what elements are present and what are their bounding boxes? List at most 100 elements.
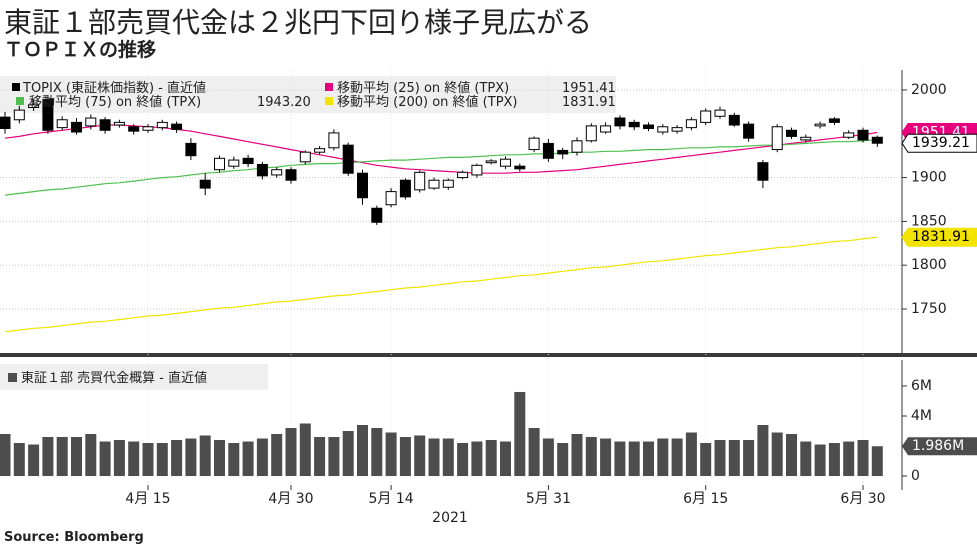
y-tick-label: 2000 bbox=[911, 82, 947, 98]
volume-bar bbox=[28, 444, 40, 477]
candle-body bbox=[457, 171, 469, 179]
candle-body bbox=[342, 144, 354, 174]
x-tick-label: 4月 15 bbox=[125, 491, 170, 507]
candle-body bbox=[471, 164, 483, 176]
volume-bar bbox=[199, 435, 211, 477]
volume-bar bbox=[399, 437, 411, 477]
candle-body bbox=[328, 132, 340, 149]
volume-bar bbox=[800, 441, 812, 477]
candle-body bbox=[828, 118, 840, 123]
candle-body bbox=[99, 119, 111, 131]
volume-bar bbox=[457, 443, 469, 477]
legend-label: 東証１部 売買代金概算 - 直近値 bbox=[21, 370, 207, 386]
candle-body bbox=[256, 163, 268, 177]
volume-bar bbox=[214, 440, 225, 477]
volume-bar bbox=[13, 443, 25, 477]
last-value-box bbox=[902, 437, 977, 456]
candle-body bbox=[156, 121, 168, 129]
y-tick-label: 1850 bbox=[911, 213, 947, 229]
y-tick-label: 1750 bbox=[911, 301, 947, 317]
candle-body bbox=[757, 162, 769, 181]
volume-bar bbox=[299, 423, 311, 477]
candle-body bbox=[285, 169, 297, 181]
candle-body bbox=[185, 142, 197, 157]
candle-body bbox=[557, 149, 569, 155]
candle-body bbox=[85, 117, 97, 127]
candle-body bbox=[600, 125, 612, 133]
volume-bar bbox=[71, 437, 82, 477]
volume-bar bbox=[542, 438, 554, 477]
volume-bar bbox=[485, 440, 497, 477]
legend-value: 1943.20 bbox=[257, 95, 311, 110]
legend-label: TOPIX (東証株価指数) - 直近値 bbox=[22, 80, 206, 96]
candle-body bbox=[685, 119, 697, 129]
last-value-label: 1.986M bbox=[912, 438, 964, 454]
volume-bar bbox=[42, 437, 54, 477]
volume-bar bbox=[328, 437, 340, 477]
candle-body bbox=[357, 172, 368, 199]
candle-body bbox=[614, 117, 626, 127]
candle-body bbox=[399, 179, 411, 198]
candle-body bbox=[800, 136, 812, 141]
candle-body bbox=[228, 159, 240, 167]
legend-value: 1831.91 bbox=[562, 95, 616, 110]
candle-body bbox=[171, 123, 183, 130]
candle-body bbox=[214, 157, 225, 171]
legend-label: 移動平均 (200) on 終値 (TPX) bbox=[337, 94, 518, 110]
volume-bar bbox=[843, 441, 855, 477]
candle-body bbox=[528, 137, 540, 151]
volume-bar bbox=[571, 434, 583, 477]
volume-bar bbox=[671, 438, 683, 477]
y-tick-label: 0 bbox=[911, 468, 920, 484]
volume-bar bbox=[0, 434, 11, 477]
volume-bar bbox=[442, 438, 454, 477]
moving-average-line bbox=[4, 139, 878, 196]
volume-bar bbox=[113, 440, 125, 477]
candle-body bbox=[571, 140, 583, 153]
volume-bar bbox=[700, 443, 712, 477]
volume-bar bbox=[314, 437, 326, 477]
candle-body bbox=[0, 116, 11, 130]
candle-body bbox=[128, 126, 140, 132]
y-tick-label: 4M bbox=[911, 408, 932, 424]
candle-body bbox=[385, 191, 397, 206]
volume-bar bbox=[871, 446, 883, 477]
legend-swatch bbox=[325, 83, 333, 91]
volume-bar bbox=[500, 441, 511, 477]
volume-bar bbox=[857, 440, 869, 477]
candle-body bbox=[428, 179, 440, 189]
candle-body bbox=[643, 124, 654, 130]
candle-body bbox=[485, 160, 497, 164]
volume-bar bbox=[771, 432, 783, 477]
candle-body bbox=[871, 136, 883, 144]
y-tick-label: 1900 bbox=[911, 170, 947, 186]
candle-body bbox=[786, 129, 797, 137]
legend: TOPIX (東証株価指数) - 直近値 移動平均 (25) on 終値 (TP… bbox=[8, 80, 616, 386]
legend-label: 移動平均 (25) on 終値 (TPX) bbox=[337, 80, 509, 96]
volume-bar bbox=[256, 438, 268, 477]
volume-bar bbox=[385, 432, 397, 477]
volume-bar bbox=[600, 438, 612, 477]
panel-divider bbox=[0, 353, 977, 357]
legend-value: 1951.41 bbox=[562, 81, 616, 96]
volume-bar bbox=[614, 441, 626, 477]
volume-bar bbox=[685, 432, 697, 477]
volume-bar bbox=[514, 391, 526, 477]
volume-bar bbox=[728, 440, 740, 477]
x-axis-label: 2021 bbox=[432, 510, 468, 526]
last-value-label: 1939.21 bbox=[912, 135, 970, 151]
volume-bar bbox=[142, 443, 154, 477]
volume-bar bbox=[828, 443, 840, 477]
volume-bar bbox=[528, 428, 540, 477]
moving-average-line bbox=[4, 236, 878, 333]
candle-body bbox=[142, 126, 154, 131]
legend-swatch bbox=[8, 373, 17, 382]
volume-bar bbox=[156, 443, 168, 477]
candle-body bbox=[542, 142, 554, 159]
last-value-box bbox=[901, 227, 977, 247]
candle-body bbox=[271, 169, 283, 176]
candle-body bbox=[414, 171, 426, 191]
volume-bar bbox=[271, 434, 283, 477]
volume-bar bbox=[786, 434, 797, 477]
y-tick-label: 6M bbox=[911, 378, 932, 394]
